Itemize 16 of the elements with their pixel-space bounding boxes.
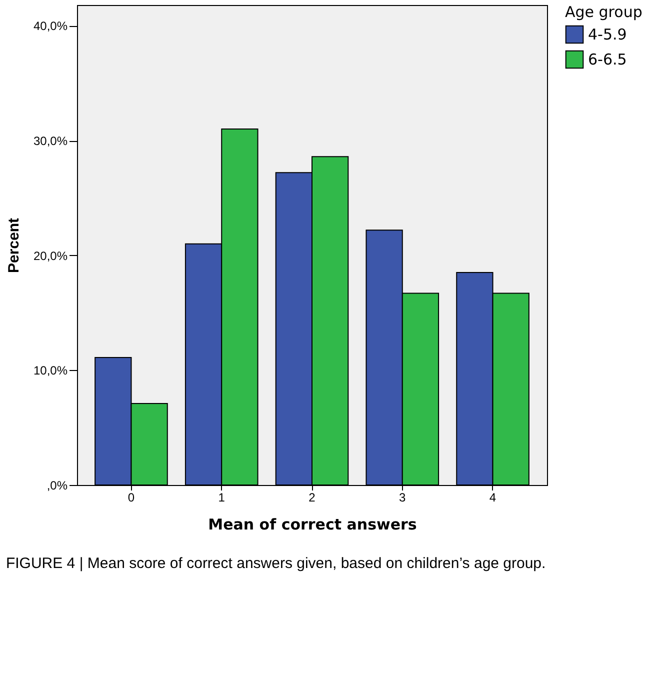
x-tick-label: 1 (218, 490, 226, 504)
caption: FIGURE 4 | Mean score of correct answers given, based on children’s age group. (6, 555, 546, 572)
y-tick-label: ,0% (46, 478, 68, 492)
y-tick-label: 10,0% (33, 364, 68, 378)
x-tick-label: 4 (489, 490, 496, 504)
y-axis-title: Percent (5, 218, 22, 274)
y-tick-label: 20,0% (33, 248, 68, 263)
x-tick-label: 3 (399, 490, 406, 504)
legend-title: Age group (565, 3, 642, 21)
y-tick-label: 40,0% (33, 19, 68, 34)
x-axis-title: Mean of correct answers (208, 516, 417, 534)
legend-label: 4-5.9 (588, 26, 627, 44)
x-tick-label: 2 (308, 490, 316, 504)
y-tick-label: 30,0% (33, 134, 68, 148)
legend-label: 6-6.5 (588, 50, 627, 68)
x-tick-label: 0 (128, 490, 135, 504)
